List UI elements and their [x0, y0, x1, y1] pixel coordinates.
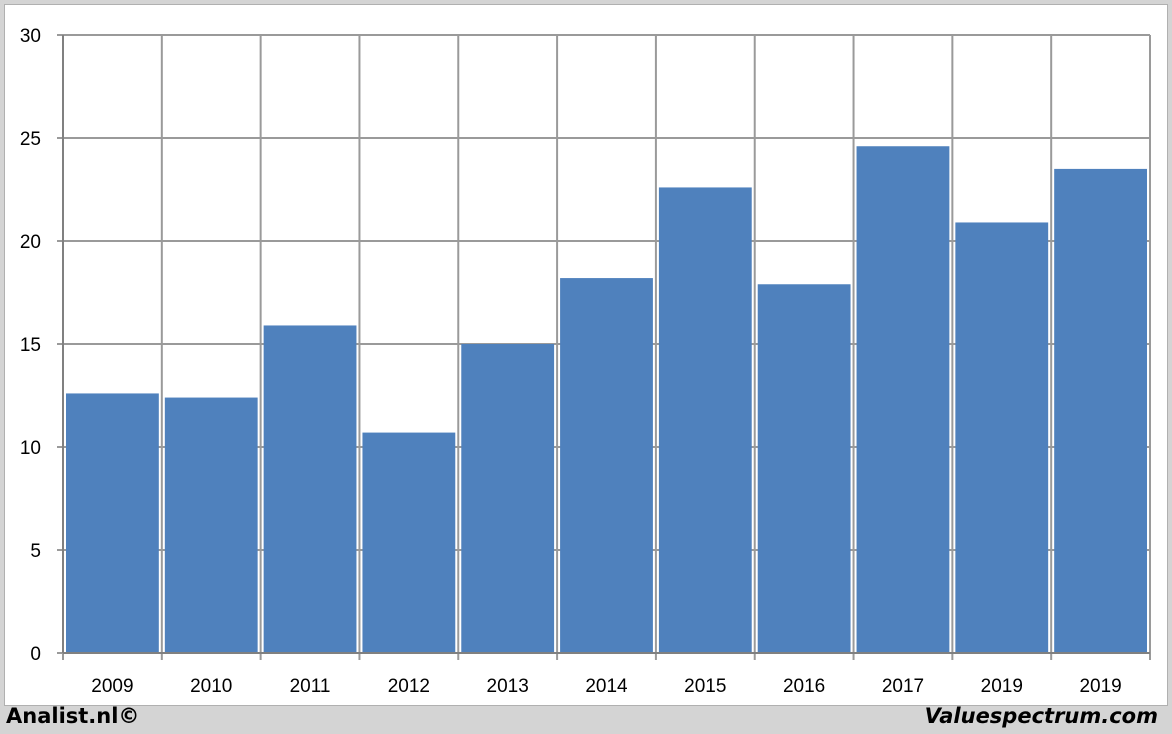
x-tick-label: 2015 [684, 676, 726, 697]
bar [461, 344, 555, 653]
bar [66, 393, 159, 653]
y-tick-label: 20 [20, 232, 41, 253]
x-tick-label: 2011 [290, 676, 331, 697]
x-tick-label: 2012 [388, 676, 430, 697]
bar [560, 278, 653, 653]
bar [658, 187, 752, 653]
y-tick-label: 15 [20, 335, 41, 356]
y-tick-label: 10 [20, 438, 41, 459]
bar [263, 325, 357, 653]
y-tick-label: 30 [20, 26, 41, 47]
analist-watermark: Analist.nl© [6, 704, 140, 728]
bar [757, 284, 851, 653]
valuespectrum-watermark: Valuespectrum.com [924, 704, 1158, 728]
x-tick-label: 2013 [487, 676, 529, 697]
x-tick-label: 2017 [882, 676, 924, 697]
y-tick-label: 25 [20, 129, 41, 150]
x-tick-label: 2010 [190, 676, 232, 697]
x-tick-label: 2019 [981, 676, 1023, 697]
bar [955, 222, 1049, 653]
bar [856, 146, 950, 654]
bar [164, 397, 258, 653]
y-tick-label: 0 [30, 644, 41, 665]
x-tick-label: 2016 [783, 676, 825, 697]
bar [1054, 168, 1147, 653]
x-tick-label: 2009 [91, 676, 133, 697]
y-tick-label: 5 [30, 541, 41, 562]
bar [362, 432, 456, 653]
x-tick-label: 2014 [585, 676, 628, 697]
x-tick-label: 2019 [1079, 676, 1121, 697]
